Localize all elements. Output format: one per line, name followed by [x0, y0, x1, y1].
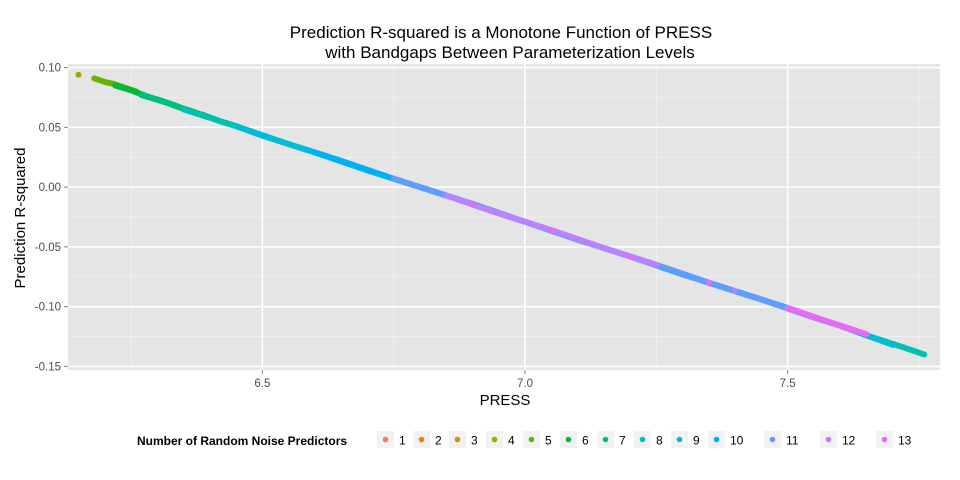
legend-entry-6: 6	[560, 431, 589, 448]
legend-key-point	[769, 436, 776, 443]
legend-key-point	[565, 436, 572, 443]
data-point	[732, 288, 739, 295]
data-point	[651, 261, 658, 268]
data-point	[705, 279, 712, 286]
major-gridlines	[68, 64, 940, 370]
legend-label: 12	[842, 434, 856, 448]
legend-title: Number of Random Noise Predictors	[137, 434, 347, 448]
legend-entry-11: 11	[764, 431, 799, 448]
legend-label: 9	[693, 434, 700, 448]
data-point	[75, 71, 82, 78]
legend-key-point	[491, 436, 498, 443]
y-axis: 0.10 0.05 0.00 -0.05 -0.10 -0.15	[35, 63, 68, 373]
legend-label: 11	[786, 434, 799, 448]
data-point	[861, 330, 868, 337]
legend-entry-7: 7	[597, 431, 626, 448]
data-points	[75, 71, 928, 358]
x-tick-label: 7.5	[780, 378, 796, 390]
legend-key-point	[713, 436, 720, 443]
series-13	[469, 200, 870, 338]
legend-key-point	[454, 436, 461, 443]
legend-entry-4: 4	[486, 431, 515, 448]
chart-title-line-1: Prediction R-squared is a Monotone Funct…	[290, 23, 712, 42]
data-point	[469, 200, 476, 207]
legend-entry-1: 1	[377, 431, 406, 448]
y-tick-label: 0.05	[39, 122, 61, 134]
minor-gridlines	[68, 64, 940, 370]
legend-label: 7	[619, 434, 626, 448]
y-axis-title: Prediction R-squared	[12, 148, 29, 289]
legend-label: 3	[471, 434, 478, 448]
y-tick-label: -0.10	[35, 302, 61, 314]
legend-key-point	[639, 436, 646, 443]
legend-entry-12: 12	[820, 431, 856, 448]
legend-label: 4	[508, 434, 515, 448]
x-axis: 6.5 7.0 7.5	[254, 370, 796, 390]
legend-label: 2	[435, 434, 442, 448]
y-tick-label: -0.05	[35, 242, 61, 254]
legend-label: 8	[656, 434, 663, 448]
legend-key-point	[881, 436, 888, 443]
legend-entry-8: 8	[634, 431, 663, 448]
legend-key-point	[676, 436, 683, 443]
legend-label: 1	[399, 434, 406, 448]
y-tick-label: 0.10	[39, 63, 61, 75]
legend-key-point	[602, 436, 609, 443]
y-tick-label: 0.00	[39, 182, 61, 194]
legend-label: 13	[898, 434, 912, 448]
data-point	[888, 341, 895, 348]
legend-key-point	[418, 436, 425, 443]
legend-label: 10	[730, 434, 744, 448]
legend-key-point	[528, 436, 535, 443]
legend-key-point	[382, 436, 389, 443]
legend-entry-5: 5	[523, 431, 552, 448]
legend-entry-3: 3	[449, 431, 478, 448]
data-point	[627, 253, 634, 260]
legend-label: 6	[582, 434, 589, 448]
series-4	[75, 71, 82, 78]
data-point	[919, 350, 926, 357]
legend-entry-2: 2	[413, 431, 442, 448]
legend-key-point	[825, 436, 832, 443]
data-point	[548, 227, 555, 234]
x-tick-label: 6.5	[254, 378, 270, 390]
chart-title-line-2: with Bandgaps Between Parameterization L…	[324, 43, 695, 62]
legend-entry-13: 13	[876, 431, 912, 448]
x-tick-label: 7.0	[517, 378, 533, 390]
x-axis-title: PRESS	[480, 392, 531, 409]
legend-entry-9: 9	[671, 431, 700, 448]
legend-entry-10: 10	[708, 431, 744, 448]
legend-label: 5	[545, 434, 552, 448]
y-tick-label: -0.15	[35, 361, 61, 373]
